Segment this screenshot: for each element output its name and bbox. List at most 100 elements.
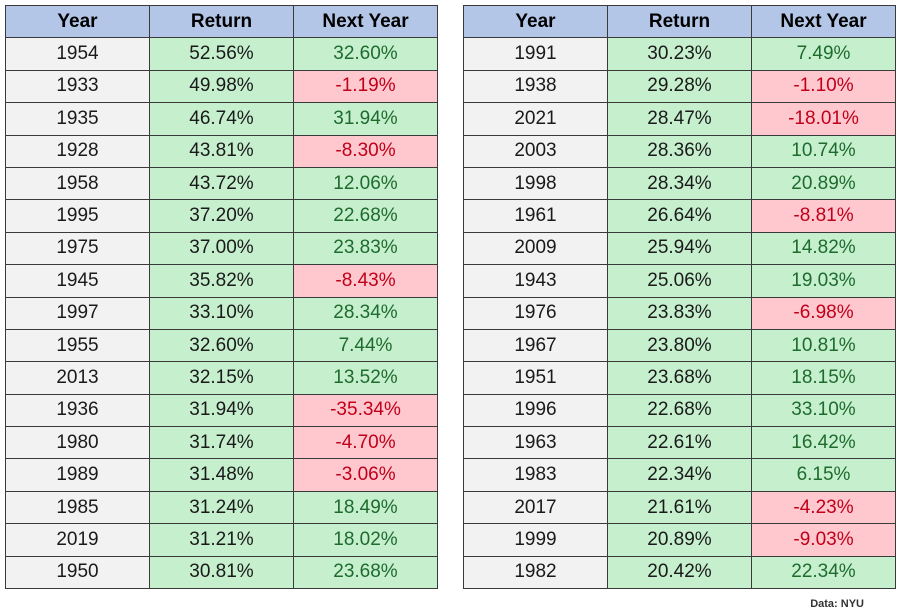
table-row: 1936 31.94% -35.34%	[5, 393, 438, 428]
table-row: 1933 49.98% -1.19%	[5, 69, 438, 104]
next-year-cell: 18.49%	[293, 490, 438, 525]
year-cell: 1980	[5, 426, 150, 460]
return-cell: 46.74%	[149, 102, 294, 136]
year-cell: 2017	[463, 490, 608, 525]
year-cell: 1967	[463, 328, 608, 363]
next-year-cell: 20.89%	[751, 166, 896, 201]
return-cell: 23.83%	[607, 296, 752, 330]
return-cell: 30.23%	[607, 37, 752, 71]
return-cell: 29.28%	[607, 69, 752, 104]
table-row: 2017 21.61% -4.23%	[463, 490, 896, 525]
year-cell: 1982	[463, 555, 608, 590]
table-row: 1958 43.72% 12.06%	[5, 166, 438, 201]
table-row: 2009 25.94% 14.82%	[463, 231, 896, 266]
year-cell: 1935	[5, 102, 150, 136]
table-row: 1976 23.83% -6.98%	[463, 296, 896, 330]
year-cell: 2021	[463, 102, 608, 136]
year-cell: 1928	[5, 134, 150, 168]
return-cell: 31.24%	[149, 490, 294, 525]
year-cell: 1985	[5, 490, 150, 525]
next-year-cell: 14.82%	[751, 231, 896, 266]
return-cell: 32.60%	[149, 328, 294, 363]
table-row: 1991 30.23% 7.49%	[463, 37, 896, 71]
table-row: 1980 31.74% -4.70%	[5, 426, 438, 460]
table-row: 1989 31.48% -3.06%	[5, 458, 438, 492]
return-cell: 25.94%	[607, 231, 752, 266]
return-cell: 28.34%	[607, 166, 752, 201]
data-source-note: Data: NYU	[810, 598, 864, 610]
table-body-left: 1954 52.56% 32.60% 1933 49.98% -1.19% 1935 46.7…	[5, 37, 438, 590]
next-year-cell: -6.98%	[751, 296, 896, 330]
table-row: 1935 46.74% 31.94%	[5, 102, 438, 136]
return-cell: 20.42%	[607, 555, 752, 590]
next-year-cell: -1.19%	[293, 69, 438, 104]
next-year-cell: -9.03%	[751, 523, 896, 557]
return-cell: 30.81%	[149, 555, 294, 590]
header-year: Year	[463, 4, 608, 39]
next-year-cell: 18.15%	[751, 361, 896, 395]
header-next-year: Next Year	[293, 4, 438, 39]
table-row: 1961 26.64% -8.81%	[463, 199, 896, 233]
returns-table-right: Year Return Next Year 1991 30.23% 7.49% 193…	[463, 4, 896, 590]
return-cell: 43.81%	[149, 134, 294, 168]
year-cell: 1951	[463, 361, 608, 395]
return-cell: 31.21%	[149, 523, 294, 557]
year-cell: 1933	[5, 69, 150, 104]
return-cell: 43.72%	[149, 166, 294, 201]
table-row: 1997 33.10% 28.34%	[5, 296, 438, 330]
next-year-cell: -8.30%	[293, 134, 438, 168]
header-row: Year Return Next Year	[5, 4, 438, 39]
return-cell: 35.82%	[149, 264, 294, 298]
next-year-cell: 31.94%	[293, 102, 438, 136]
table-body-right: 1991 30.23% 7.49% 1938 29.28% -1.10% 2021 28.47…	[463, 37, 896, 590]
year-cell: 1936	[5, 393, 150, 428]
next-year-cell: 10.81%	[751, 328, 896, 363]
return-cell: 28.36%	[607, 134, 752, 168]
next-year-cell: 18.02%	[293, 523, 438, 557]
return-cell: 21.61%	[607, 490, 752, 525]
header-year: Year	[5, 4, 150, 39]
year-cell: 1999	[463, 523, 608, 557]
next-year-cell: 32.60%	[293, 37, 438, 71]
year-cell: 1943	[463, 264, 608, 298]
next-year-cell: 13.52%	[293, 361, 438, 395]
next-year-cell: -4.23%	[751, 490, 896, 525]
year-cell: 2009	[463, 231, 608, 266]
table-row: 1945 35.82% -8.43%	[5, 264, 438, 298]
year-cell: 2013	[5, 361, 150, 395]
return-cell: 28.47%	[607, 102, 752, 136]
return-cell: 49.98%	[149, 69, 294, 104]
table-row: 2003 28.36% 10.74%	[463, 134, 896, 168]
table-row: 1938 29.28% -1.10%	[463, 69, 896, 104]
next-year-cell: -35.34%	[293, 393, 438, 428]
table-row: 2019 31.21% 18.02%	[5, 523, 438, 557]
table-row: 1943 25.06% 19.03%	[463, 264, 896, 298]
next-year-cell: 7.49%	[751, 37, 896, 71]
year-cell: 1975	[5, 231, 150, 266]
return-cell: 52.56%	[149, 37, 294, 71]
table-row: 1967 23.80% 10.81%	[463, 328, 896, 363]
year-cell: 1991	[463, 37, 608, 71]
table-row: 1982 20.42% 22.34%	[463, 555, 896, 590]
next-year-cell: -8.43%	[293, 264, 438, 298]
return-cell: 20.89%	[607, 523, 752, 557]
return-cell: 23.68%	[607, 361, 752, 395]
return-cell: 22.61%	[607, 426, 752, 460]
next-year-cell: -8.81%	[751, 199, 896, 233]
year-cell: 1954	[5, 37, 150, 71]
year-cell: 2003	[463, 134, 608, 168]
table-row: 1975 37.00% 23.83%	[5, 231, 438, 266]
table-row: 1995 37.20% 22.68%	[5, 199, 438, 233]
table-row: 1928 43.81% -8.30%	[5, 134, 438, 168]
year-cell: 1983	[463, 458, 608, 492]
return-cell: 32.15%	[149, 361, 294, 395]
next-year-cell: 12.06%	[293, 166, 438, 201]
table-row: 1955 32.60% 7.44%	[5, 328, 438, 363]
next-year-cell: 10.74%	[751, 134, 896, 168]
next-year-cell: 23.68%	[293, 555, 438, 590]
year-cell: 1945	[5, 264, 150, 298]
table-row: 1985 31.24% 18.49%	[5, 490, 438, 525]
returns-table-left: Year Return Next Year 1954 52.56% 32.60% 19…	[5, 4, 438, 590]
year-cell: 1996	[463, 393, 608, 428]
return-cell: 22.68%	[607, 393, 752, 428]
